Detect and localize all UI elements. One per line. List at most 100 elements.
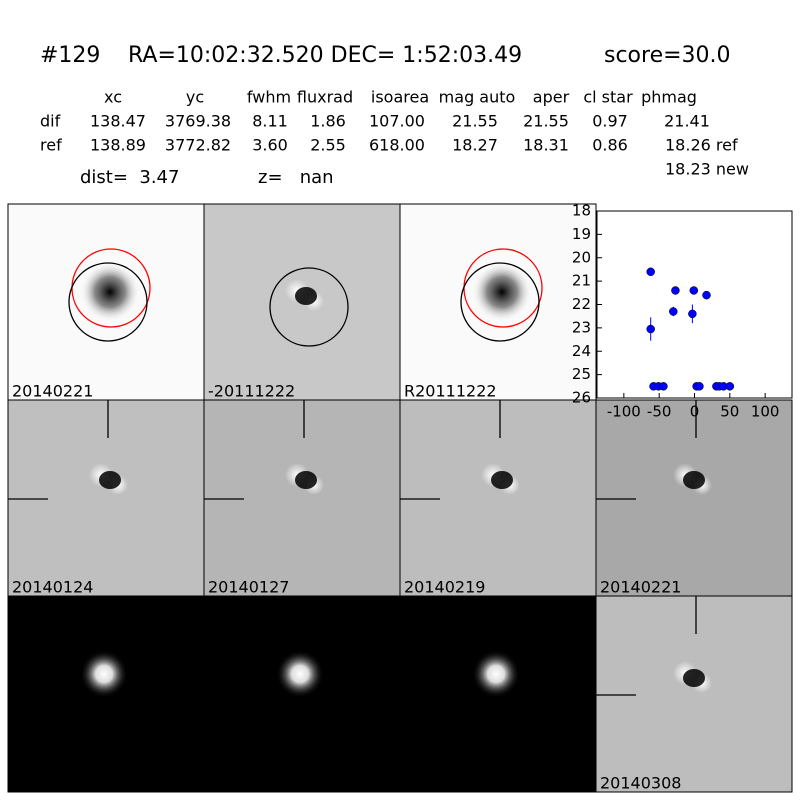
source <box>276 650 324 698</box>
cell: 18.27 <box>452 136 498 155</box>
image-panel: 20140127 <box>203 399 401 597</box>
image-panel <box>203 595 401 793</box>
aperture-black <box>269 267 349 347</box>
residual-dark <box>99 471 121 489</box>
phmag-new: 18.23 new <box>665 160 749 179</box>
point <box>689 286 699 295</box>
point <box>695 382 704 391</box>
cell: 107.00 <box>369 112 425 131</box>
aperture-black <box>460 262 540 342</box>
candidate-id: #129 <box>40 43 100 68</box>
cell: 138.89 <box>90 136 146 155</box>
y-tick-label: 21 <box>572 272 591 290</box>
y-tick-label: 18 <box>572 202 591 220</box>
x-tick-label: -100 <box>607 403 641 421</box>
x-tick-label: -50 <box>647 403 672 421</box>
residual-dark <box>295 287 317 305</box>
image-panel: R20111222 <box>399 203 597 401</box>
row-label: ref <box>40 136 62 155</box>
cell: 3772.82 <box>165 136 231 155</box>
cell: 618.00 <box>369 136 425 155</box>
y-tick-label: 26 <box>572 389 591 407</box>
panel-background <box>400 400 596 596</box>
column-header: xc <box>104 88 122 107</box>
y-tick-label: 23 <box>572 318 591 336</box>
panel-label: 20140219 <box>404 578 485 597</box>
source <box>472 262 532 322</box>
source <box>80 650 128 698</box>
point <box>671 286 680 295</box>
image-panel <box>7 595 205 793</box>
panel-label: -20111222 <box>208 382 295 401</box>
x-tick-label: 0 <box>690 403 700 421</box>
image-panel: -20111222 <box>203 203 401 401</box>
coordinates: RA=10:02:32.520 DEC= 1:52:03.49 <box>128 43 522 68</box>
column-header: isoarea <box>371 88 429 107</box>
y-tick-label: 20 <box>572 248 591 266</box>
image-panel: 20140221 <box>595 399 793 597</box>
plot-frame <box>596 210 793 399</box>
panel-background <box>8 400 204 596</box>
cell: 0.97 <box>592 112 628 131</box>
residual-dark <box>491 471 513 489</box>
cell: 21.41 <box>664 112 710 131</box>
column-header: fwhm <box>247 88 291 107</box>
column-header: cl star <box>583 88 633 107</box>
cell: 8.11 <box>252 112 288 131</box>
image-panel: 20140124 <box>7 399 205 597</box>
residual-dark <box>295 471 317 489</box>
cell: 18.31 <box>523 136 569 155</box>
column-header: mag auto <box>439 88 516 107</box>
row-label: dif <box>40 112 61 131</box>
cell: 0.86 <box>592 136 628 155</box>
image-panel <box>399 595 597 793</box>
panel-background <box>204 400 400 596</box>
y-tick-label: 19 <box>572 225 591 243</box>
point <box>646 267 655 277</box>
column-header: fluxrad <box>297 88 353 107</box>
panel-background <box>596 400 792 596</box>
aperture-black <box>68 262 148 342</box>
point <box>725 382 735 391</box>
x-tick-label: 100 <box>751 403 780 421</box>
image-panel: 20140219 <box>399 399 597 597</box>
point <box>702 290 711 300</box>
cell: 21.55 <box>452 112 498 131</box>
source <box>80 262 140 322</box>
y-tick-label: 25 <box>572 365 591 383</box>
panel-label: 20140308 <box>600 774 681 793</box>
source <box>472 650 520 698</box>
y-tick-label: 22 <box>572 295 591 313</box>
panel-label: 20140127 <box>208 578 289 597</box>
column-header: aper <box>533 88 570 107</box>
score: score=30.0 <box>604 43 731 68</box>
point <box>659 382 668 391</box>
panel-background <box>596 596 792 792</box>
point <box>669 307 678 316</box>
x-tick-label: 50 <box>720 403 739 421</box>
column-header: phmag <box>641 88 697 107</box>
panel-label: 20140221 <box>600 578 681 597</box>
panel-label: 20140221 <box>12 382 93 401</box>
cell: 18.26 ref <box>665 136 738 155</box>
point <box>646 324 655 334</box>
image-panel: 20140221 <box>7 203 205 401</box>
plot-background <box>597 211 792 398</box>
column-header: yc <box>186 88 204 107</box>
residual-dark <box>683 669 705 687</box>
image-panel: 20140308 <box>595 595 793 793</box>
cell: 3.60 <box>252 136 288 155</box>
point <box>688 309 697 319</box>
cell: 138.47 <box>90 112 146 131</box>
cell: 3769.38 <box>165 112 231 131</box>
panel-label: 20140124 <box>12 578 93 597</box>
dist: dist= 3.47 <box>80 167 179 188</box>
redshift: z= nan <box>258 167 334 188</box>
cell: 21.55 <box>523 112 569 131</box>
cell: 2.55 <box>310 136 346 155</box>
panel-label: R20111222 <box>404 382 497 401</box>
panel-frame <box>595 595 793 793</box>
y-tick-label: 24 <box>572 342 591 360</box>
cell: 1.86 <box>310 112 346 131</box>
